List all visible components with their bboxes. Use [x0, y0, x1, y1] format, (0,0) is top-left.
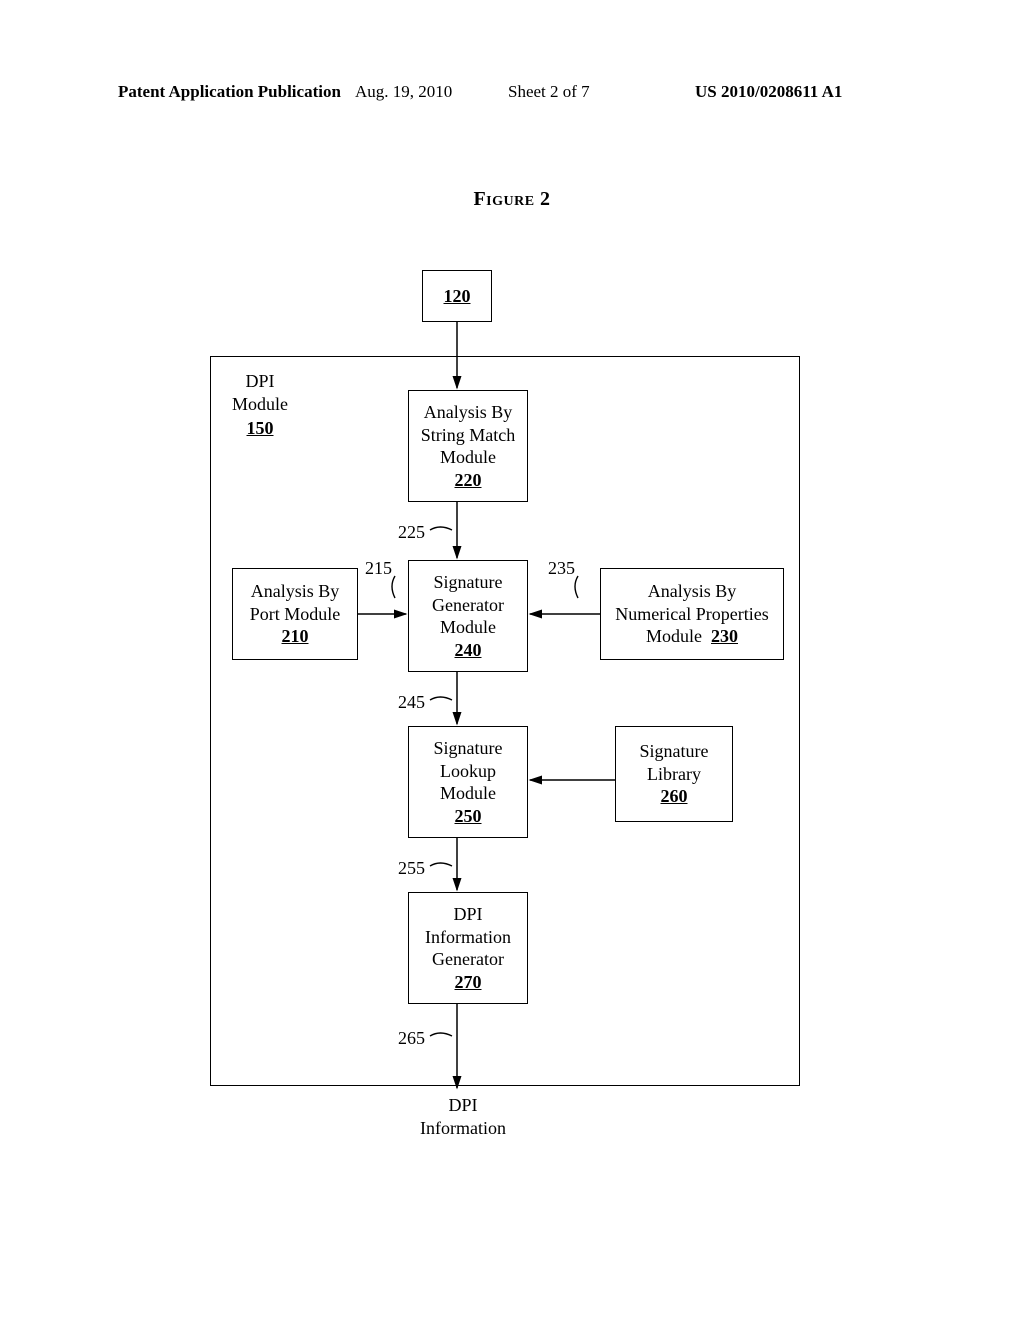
dpi-module-line2: Module — [232, 394, 288, 414]
box-230-ref: 230 — [711, 626, 738, 646]
header-sheet: Sheet 2 of 7 — [508, 82, 590, 102]
box-250-ref: 250 — [455, 805, 482, 828]
box-210-l2: Port Module — [250, 603, 341, 626]
box-220-l3: Module — [440, 446, 496, 469]
output-label: DPI Information — [420, 1094, 506, 1141]
box-230: Analysis By Numerical Properties Module … — [600, 568, 784, 660]
dpi-module-label: DPI Module 150 — [232, 370, 288, 440]
label-255: 255 — [398, 858, 425, 879]
label-235: 235 — [548, 558, 575, 579]
box-230-l2: Numerical Properties — [615, 603, 768, 626]
figure-title: Figure 2 — [0, 188, 1024, 211]
box-120-ref: 120 — [444, 285, 471, 308]
output-l1: DPI — [448, 1095, 477, 1115]
box-270-ref: 270 — [455, 971, 482, 994]
box-210: Analysis By Port Module 210 — [232, 568, 358, 660]
header-pubno: US 2010/0208611 A1 — [695, 82, 842, 102]
box-240-ref: 240 — [455, 639, 482, 662]
header-left: Patent Application Publication — [118, 82, 341, 102]
box-220-l1: Analysis By — [424, 401, 513, 424]
box-250-l2: Lookup — [440, 760, 496, 783]
box-220: Analysis By String Match Module 220 — [408, 390, 528, 502]
page-header: Patent Application Publication Aug. 19, … — [0, 82, 1024, 112]
label-265: 265 — [398, 1028, 425, 1049]
box-210-l1: Analysis By — [251, 580, 340, 603]
box-240-l2: Generator — [432, 594, 504, 617]
box-250-l3: Module — [440, 782, 496, 805]
box-220-ref: 220 — [455, 469, 482, 492]
box-240: Signature Generator Module 240 — [408, 560, 528, 672]
dpi-module-line1: DPI — [245, 371, 274, 391]
box-270-l3: Generator — [432, 948, 504, 971]
box-240-l1: Signature — [434, 571, 503, 594]
box-260-ref: 260 — [661, 785, 688, 808]
box-270-l1: DPI — [453, 903, 482, 926]
box-270: DPI Information Generator 270 — [408, 892, 528, 1004]
dpi-module-ref: 150 — [247, 418, 274, 438]
box-240-l3: Module — [440, 616, 496, 639]
box-250: Signature Lookup Module 250 — [408, 726, 528, 838]
box-120: 120 — [422, 270, 492, 322]
box-270-l2: Information — [425, 926, 511, 949]
box-260-l1: Signature — [640, 740, 709, 763]
output-l2: Information — [420, 1118, 506, 1138]
label-245: 245 — [398, 692, 425, 713]
box-210-ref: 210 — [282, 625, 309, 648]
box-230-l3: Module — [646, 626, 702, 646]
box-250-l1: Signature — [434, 737, 503, 760]
label-215: 215 — [365, 558, 392, 579]
header-date: Aug. 19, 2010 — [355, 82, 452, 102]
box-220-l2: String Match — [421, 424, 516, 447]
box-260-l2: Library — [647, 763, 701, 786]
label-225: 225 — [398, 522, 425, 543]
box-230-l1: Analysis By — [648, 580, 737, 603]
box-260: Signature Library 260 — [615, 726, 733, 822]
